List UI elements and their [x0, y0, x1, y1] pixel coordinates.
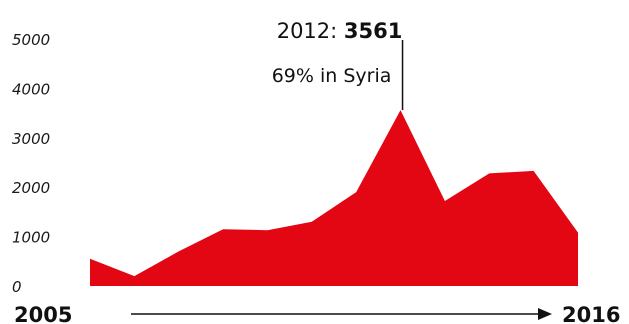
y-tick-label: 2000 — [12, 179, 50, 197]
annotation-prefix: 2012: — [277, 19, 344, 43]
y-tick-label: 4000 — [12, 80, 50, 98]
x-axis-start-label: 2005 — [14, 303, 72, 324]
y-tick-label: 0 — [12, 278, 22, 296]
x-axis-arrow-head — [538, 308, 552, 320]
y-tick-label: 3000 — [12, 130, 50, 148]
annotation-peak-label: 2012: 3561 — [277, 19, 403, 43]
y-tick-label: 5000 — [12, 31, 50, 49]
y-axis-tick-labels: 0 1000 2000 3000 4000 5000 — [12, 31, 50, 296]
x-axis-end-label: 2016 — [562, 303, 620, 324]
annotation-note: 69% in Syria — [272, 65, 392, 87]
annotation-value: 3561 — [344, 19, 402, 43]
y-tick-label: 1000 — [12, 229, 50, 247]
area-series — [90, 110, 578, 286]
